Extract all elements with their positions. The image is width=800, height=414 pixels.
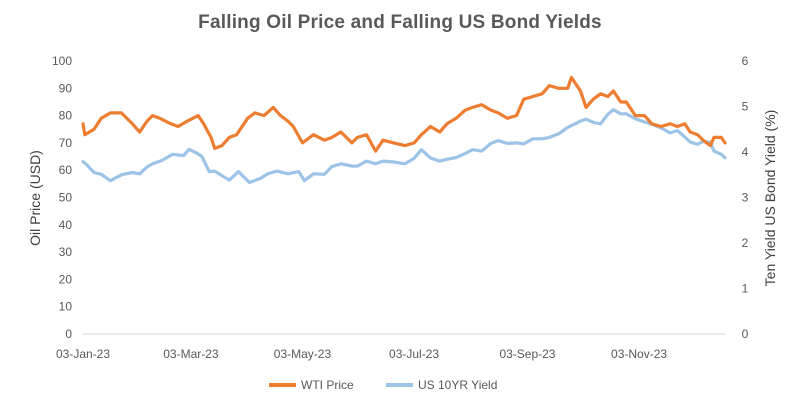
series-line-wti-price <box>81 75 727 153</box>
y-tick-label-left: 100 <box>52 54 72 68</box>
y-tick-label-right: 2 <box>742 236 749 250</box>
y-axis-left-label: Oil Price (USD) <box>27 150 43 246</box>
x-tick-label: 03-Nov-23 <box>611 347 667 361</box>
x-tick-label: 03-Jul-23 <box>389 347 439 361</box>
y-tick-label-right: 6 <box>742 54 749 68</box>
chart-title: Falling Oil Price and Falling US Bond Yi… <box>198 12 602 33</box>
legend-label-yield: US 10YR Yield <box>418 378 497 392</box>
y-tick-label-left: 80 <box>59 109 73 123</box>
series-line-us-10yr-yield <box>81 108 727 185</box>
y-tick-label-left: 0 <box>65 327 72 341</box>
y-tick-label-right: 3 <box>742 191 749 205</box>
legend: WTI Price US 10YR Yield <box>269 378 497 392</box>
y-tick-label-left: 70 <box>59 136 73 150</box>
y-axis-left-ticks: 0 10 20 30 40 50 60 70 80 90 100 <box>52 54 72 341</box>
y-tick-label-left: 50 <box>59 191 73 205</box>
x-tick-label: 03-Jan-23 <box>56 347 110 361</box>
series-layer <box>81 75 727 185</box>
x-tick-label: 03-May-23 <box>274 347 332 361</box>
x-tick-label: 03-Mar-23 <box>163 347 219 361</box>
legend-label-wti: WTI Price <box>301 378 354 392</box>
x-axis-ticks: 03-Jan-23 03-Mar-23 03-May-23 03-Jul-23 03-S… <box>56 347 667 361</box>
y-tick-label-right: 4 <box>742 145 749 159</box>
y-tick-label-left: 10 <box>59 300 73 314</box>
y-tick-label-left: 40 <box>59 218 73 232</box>
y-axis-right-label: Ten Yield US Bond Yield (%) <box>762 110 778 287</box>
y-axis-right-ticks: 0 1 2 3 4 5 6 <box>742 54 749 341</box>
y-tick-label-left: 90 <box>59 81 73 95</box>
x-tick-label: 03-Sep-23 <box>499 347 555 361</box>
y-tick-label-left: 60 <box>59 163 73 177</box>
y-tick-label-right: 1 <box>742 282 749 296</box>
y-tick-label-left: 20 <box>59 272 73 286</box>
y-tick-label-right: 5 <box>742 100 749 114</box>
y-tick-label-left: 30 <box>59 245 73 259</box>
y-tick-label-right: 0 <box>742 327 749 341</box>
